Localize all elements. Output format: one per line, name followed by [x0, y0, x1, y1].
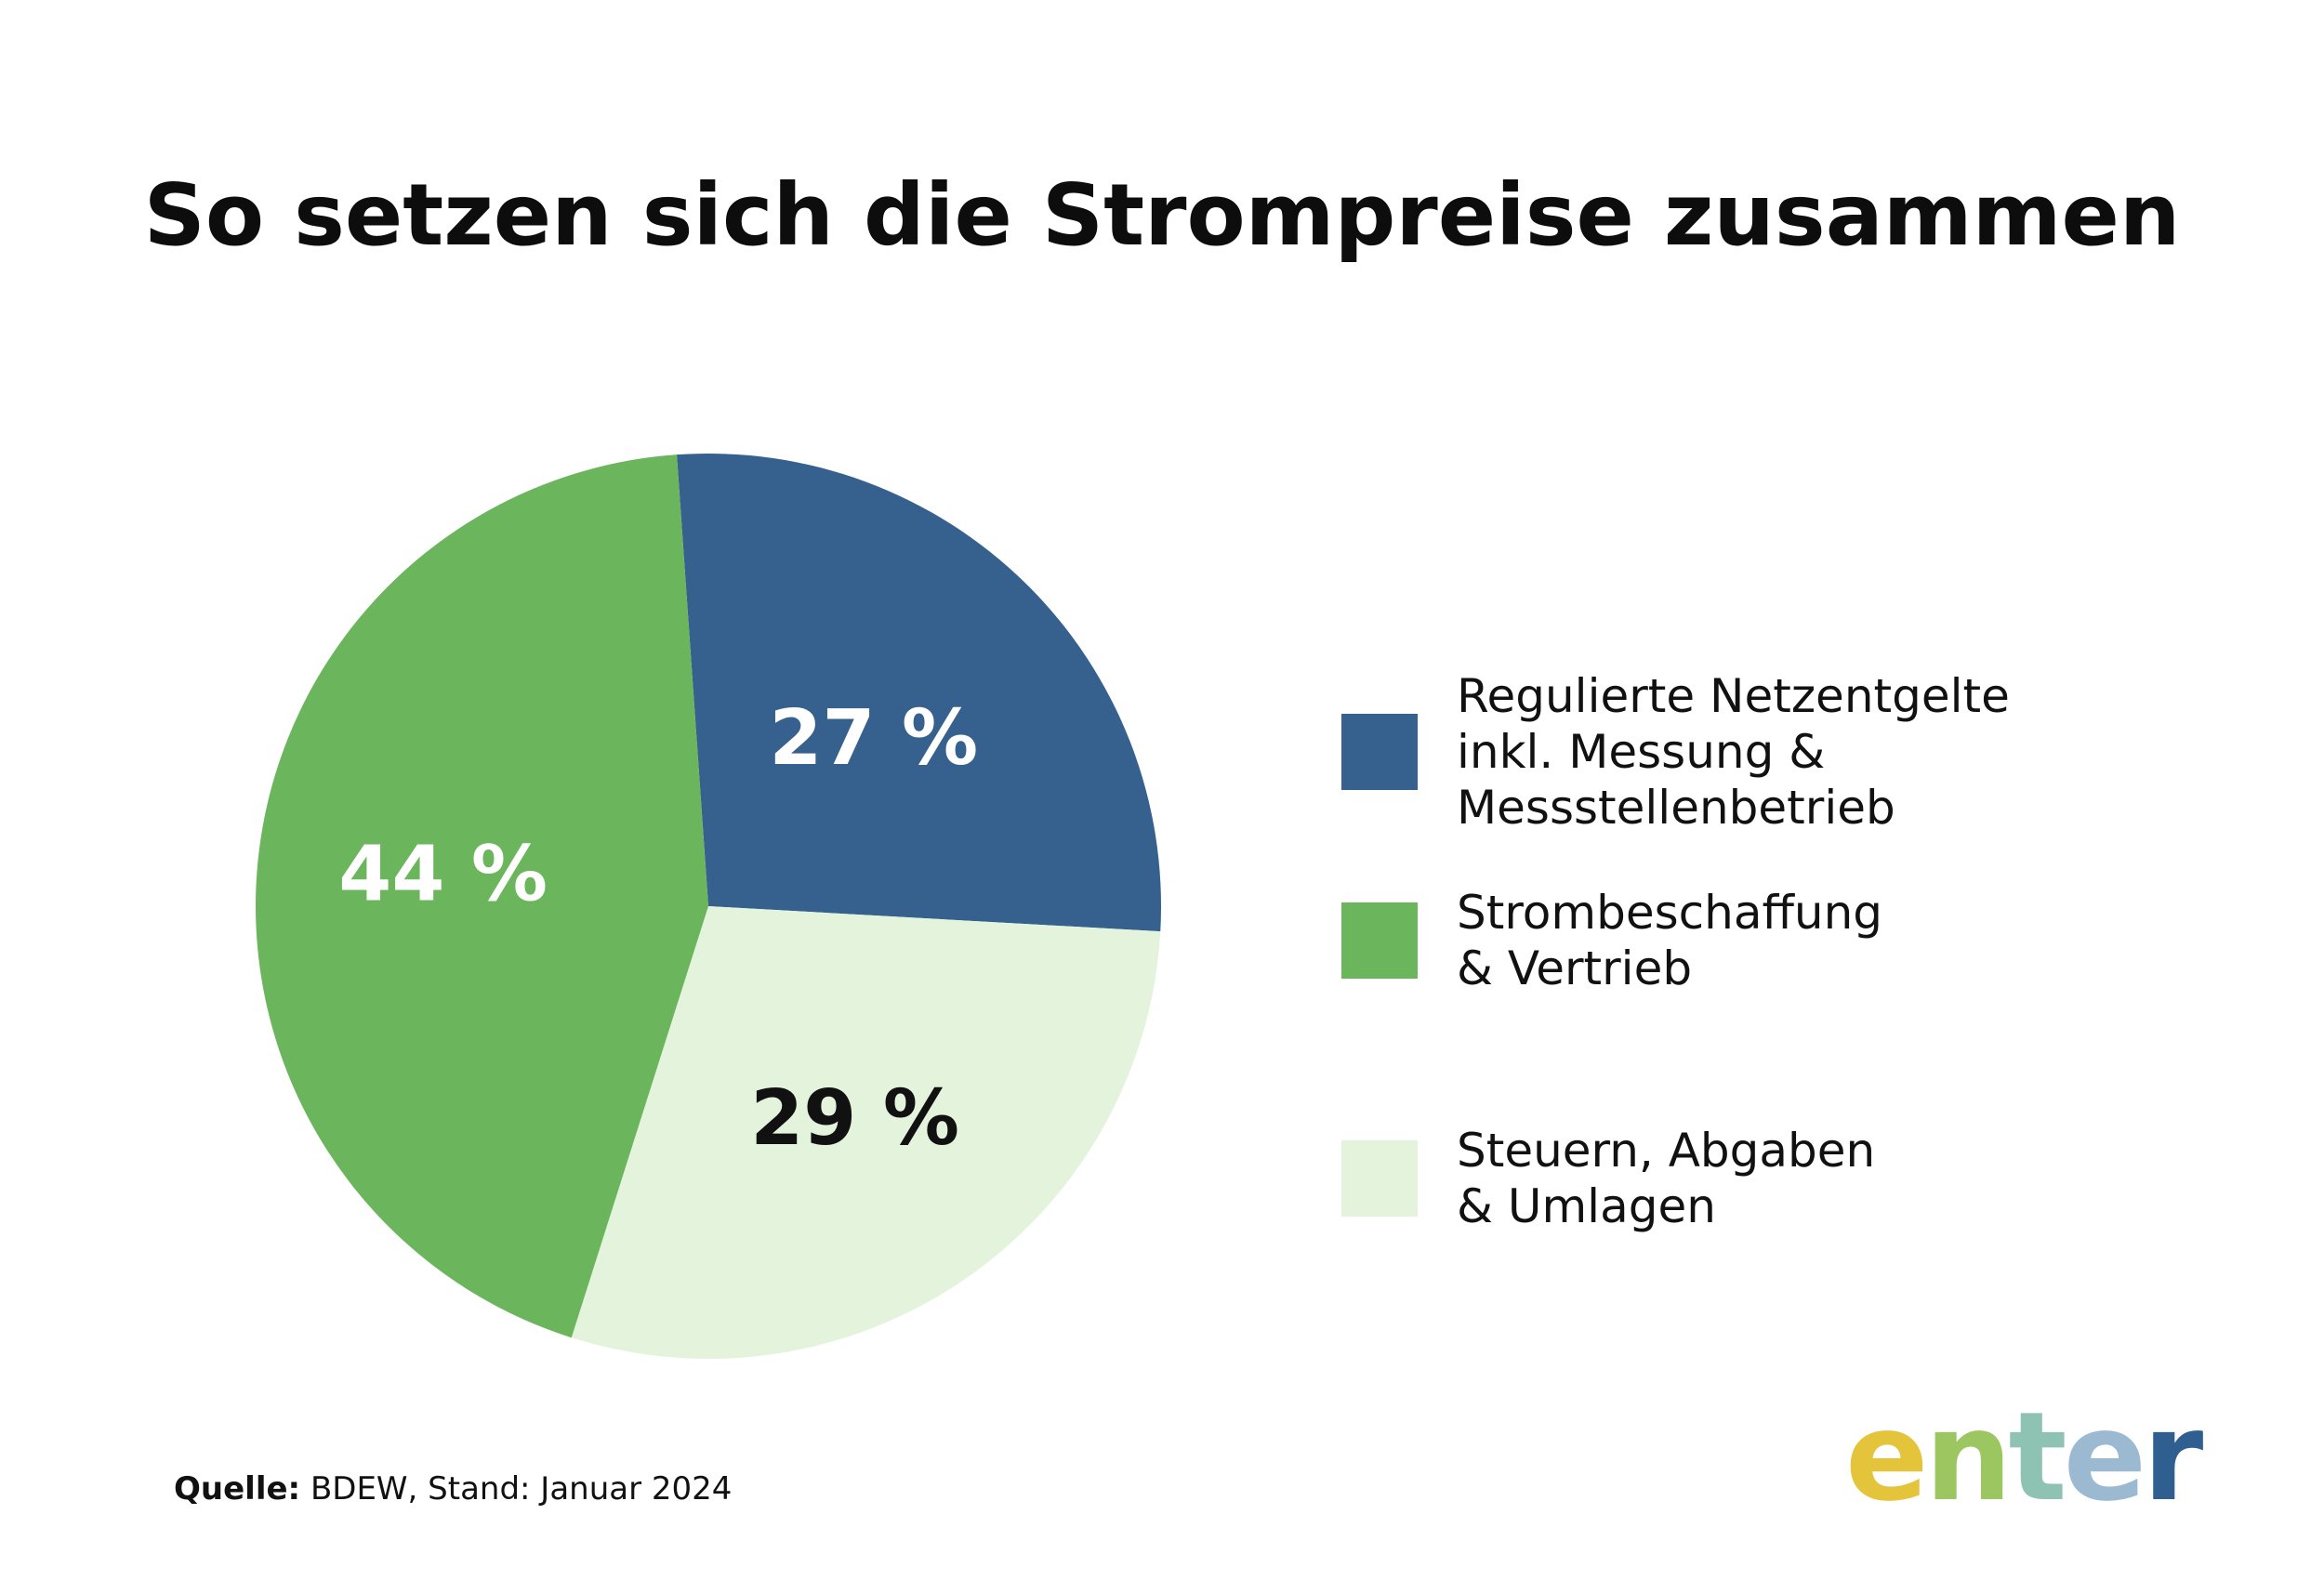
legend-label-netzentgelte: Regulierte Netzentgelte inkl. Messung & …	[1457, 668, 2010, 836]
logo-letter: t	[2008, 1386, 2067, 1529]
legend-label-steuern: Steuern, Abgaben & Umlagen	[1457, 1123, 1875, 1234]
legend-line: inkl. Messung &	[1457, 725, 1826, 779]
legend-line: & Umlagen	[1457, 1179, 1716, 1233]
legend-line: Regulierte Netzentgelte	[1457, 669, 2010, 723]
legend-line: Strombeschaffung	[1457, 886, 1883, 940]
legend-swatch-netzentgelte	[1341, 714, 1418, 790]
legend-swatch-steuern	[1341, 1140, 1418, 1217]
pie-slice-steuern	[571, 906, 1161, 1359]
chart-title: So setzen sich die Strompreise zusammen	[143, 165, 2181, 265]
legend-line: & Vertrieb	[1457, 941, 1693, 995]
enter-logo: enter	[1845, 1386, 2203, 1529]
legend-item-steuern: Steuern, Abgaben & Umlagen	[1341, 1123, 1875, 1234]
legend-line: Messstellenbetrieb	[1457, 781, 1895, 835]
legend-item-netzentgelte: Regulierte Netzentgelte inkl. Messung & …	[1341, 668, 2010, 836]
logo-letter: r	[2143, 1386, 2203, 1529]
logo-letter: e	[2063, 1386, 2147, 1529]
pie-slice-netzentgelte	[677, 454, 1161, 932]
source-label: Quelle:	[174, 1470, 301, 1508]
source-text: BDEW, Stand: Januar 2024	[300, 1470, 733, 1508]
legend-swatch-strombeschaffung	[1341, 902, 1418, 979]
pie-slice-strombeschaffung	[256, 454, 708, 1338]
logo-letter: n	[1924, 1386, 2013, 1529]
logo-letter: e	[1845, 1386, 1929, 1529]
pie-label-steuern: 29 %	[750, 1074, 959, 1163]
source-note: Quelle: BDEW, Stand: Januar 2024	[174, 1470, 732, 1508]
legend-label-strombeschaffung: Strombeschaffung & Vertrieb	[1457, 885, 1882, 996]
pie-label-strombeschaffung: 44 %	[338, 830, 548, 918]
pie-label-netzentgelte: 27 %	[769, 694, 978, 783]
legend-item-strombeschaffung: Strombeschaffung & Vertrieb	[1341, 885, 1882, 996]
legend-line: Steuern, Abgaben	[1457, 1124, 1876, 1178]
